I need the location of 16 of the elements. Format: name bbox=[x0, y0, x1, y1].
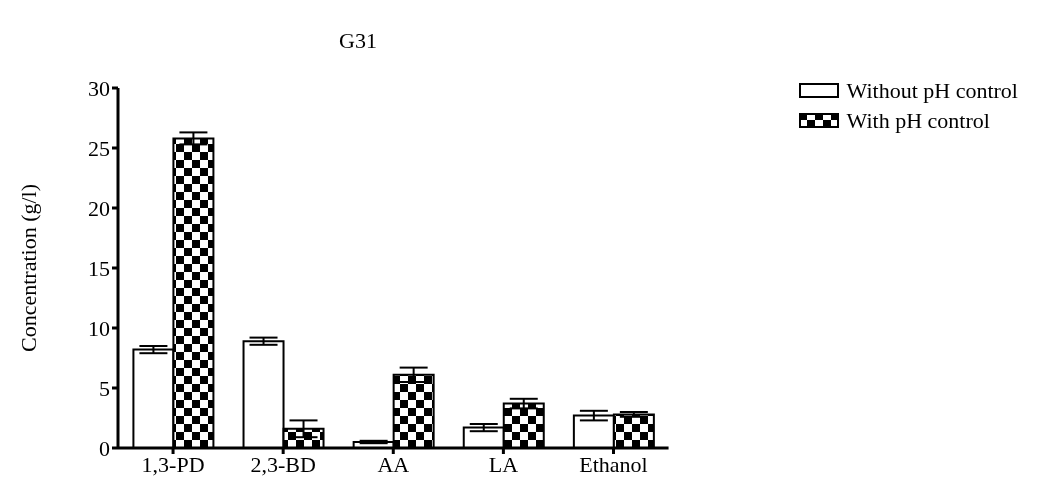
y-tick-label: 0 bbox=[99, 435, 110, 461]
x-tick-label: 2,3-BD bbox=[250, 451, 316, 477]
x-tick-label: Ethanol bbox=[579, 451, 648, 477]
y-tick-label: 25 bbox=[88, 135, 110, 161]
x-tick-label: LA bbox=[488, 451, 519, 477]
x-tick-label: 1,3-PD bbox=[141, 451, 205, 477]
y-tick-label: 30 bbox=[88, 75, 110, 101]
y-tick-label: 20 bbox=[88, 195, 110, 221]
legend-label: With pH control bbox=[846, 108, 990, 134]
y-tick-label: 5 bbox=[99, 375, 110, 401]
y-axis-title: Concentration (g/l) bbox=[15, 183, 41, 353]
chart-title: G31 bbox=[338, 28, 378, 54]
legend-label: Without pH control bbox=[846, 78, 1018, 104]
y-tick-label: 10 bbox=[88, 315, 110, 341]
x-tick-label: AA bbox=[377, 451, 410, 477]
y-tick-label: 15 bbox=[88, 255, 110, 281]
